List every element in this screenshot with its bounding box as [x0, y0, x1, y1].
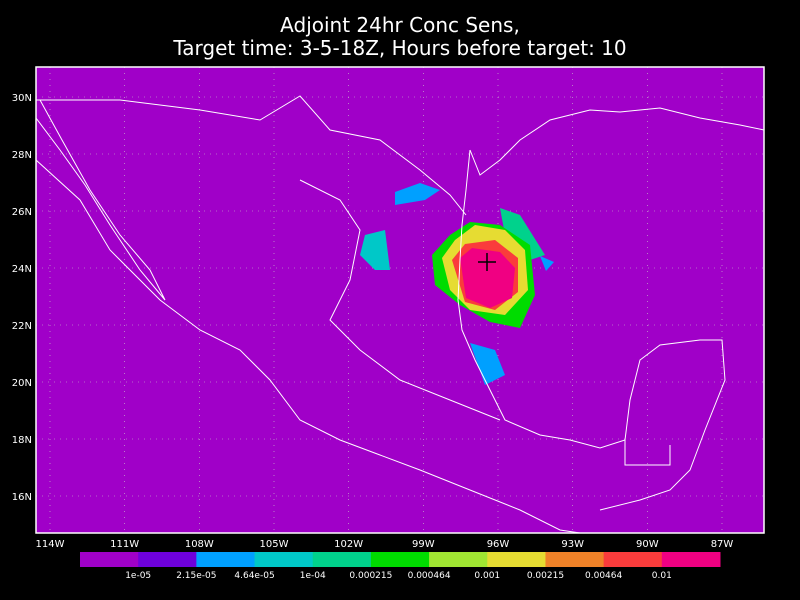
coastline — [35, 99, 166, 301]
colorbar: 1e-05 2.15e-05 4.64e-05 1e-04 0.000215 0.0004… — [80, 552, 721, 581]
contour — [470, 343, 505, 385]
lat-label: 28N — [12, 150, 32, 161]
lon-label: 108W — [185, 539, 214, 550]
colorbar-label: 0.000215 — [349, 571, 392, 581]
lon-label: 111W — [110, 539, 139, 550]
colorbar-label: 4.64e-05 — [234, 571, 274, 581]
colorbar-swatch — [138, 552, 197, 567]
axis-labels: 30N 28N 26N 24N 22N 20N 18N 16N 114W 111W 108W 105W… — [12, 93, 734, 550]
graticule — [36, 67, 764, 533]
coastlines — [35, 95, 765, 534]
lat-label: 18N — [12, 435, 32, 446]
lon-label: 105W — [260, 539, 289, 550]
colorbar-swatch — [370, 552, 430, 567]
border — [36, 95, 467, 216]
lon-label: 96W — [487, 539, 510, 550]
border — [299, 179, 501, 421]
map-frame — [35, 66, 765, 534]
lat-label: 16N — [12, 492, 32, 503]
coastline — [469, 107, 765, 176]
colorbar-swatch — [545, 552, 605, 567]
colorbar-swatch — [80, 552, 139, 567]
lon-label: 102W — [334, 539, 363, 550]
contour — [500, 208, 545, 260]
colorbar-label: 0.00215 — [527, 571, 564, 581]
colorbar-label: 0.001 — [474, 571, 500, 581]
title-line: Adjoint 24hr Conc Sens, — [280, 13, 520, 37]
colorbar-label: 2.15e-05 — [176, 571, 216, 581]
colorbar-label: 1e-04 — [300, 571, 326, 581]
colorbar-swatch — [429, 552, 488, 567]
lat-label: 20N — [12, 378, 32, 389]
map-background — [36, 67, 764, 533]
border — [624, 440, 671, 466]
colorbar-swatch — [254, 552, 314, 567]
title-line: Target time: 3-5-18Z, Hours before targe… — [172, 36, 626, 60]
lon-label: 87W — [711, 539, 734, 550]
target-marker — [478, 253, 496, 271]
colorbar-label: 1e-05 — [125, 571, 151, 581]
lon-label: 90W — [636, 539, 659, 550]
lon-label: 93W — [561, 539, 584, 550]
colorbar-swatch — [312, 552, 372, 567]
colorbar-label: 0.000464 — [408, 571, 451, 581]
colorbar-label: 0.00464 — [585, 571, 622, 581]
colorbar-swatch — [661, 552, 721, 567]
lat-label: 30N — [12, 93, 32, 104]
contour — [540, 256, 554, 271]
colorbar-swatch — [487, 552, 546, 567]
contour — [395, 183, 440, 205]
colorbar-label: 0.01 — [652, 571, 672, 581]
lat-label: 24N — [12, 264, 32, 275]
contour — [460, 248, 515, 308]
contour — [360, 230, 390, 270]
lat-label: 22N — [12, 321, 32, 332]
colorbar-swatch — [603, 552, 663, 567]
colorbar-swatch — [196, 552, 256, 567]
lon-label: 99W — [412, 539, 435, 550]
coastline — [457, 149, 726, 511]
coastline — [35, 159, 581, 534]
lon-label: 114W — [36, 539, 65, 550]
lat-label: 26N — [12, 207, 32, 218]
